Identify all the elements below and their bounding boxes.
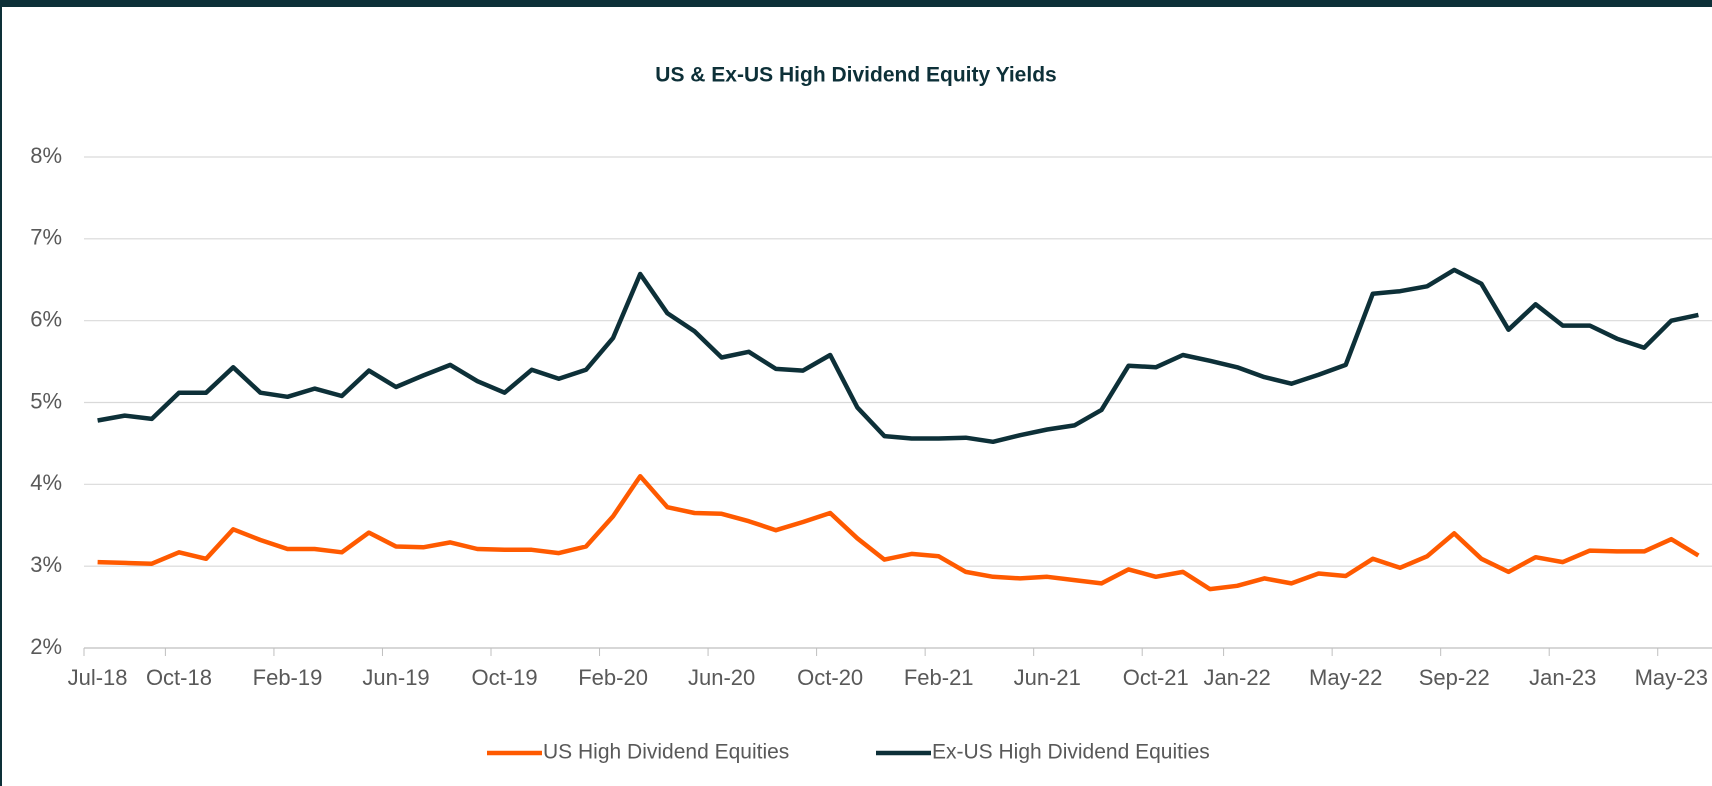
- series-line: [97, 473, 1700, 592]
- top-border: [0, 0, 1712, 7]
- x-tick-label: Jun-20: [688, 665, 755, 690]
- y-tick-label: 3%: [30, 552, 62, 577]
- x-tick-label: Sep-22: [1419, 665, 1490, 690]
- x-tick-label: Jan-23: [1529, 665, 1596, 690]
- x-tick-label: Oct-20: [797, 665, 863, 690]
- legend-label: Ex-US High Dividend Equities: [932, 741, 1210, 764]
- x-tick-label: Jul-18: [68, 665, 128, 690]
- y-tick-label: 7%: [30, 225, 62, 250]
- x-tick-label: Feb-19: [253, 665, 323, 690]
- x-tick-label: May-23: [1635, 665, 1708, 690]
- legend-label: US High Dividend Equities: [543, 741, 789, 764]
- chart-title: US & Ex-US High Dividend Equity Yields: [655, 64, 1056, 87]
- y-tick-label: 2%: [30, 634, 62, 659]
- x-tick-label: Oct-21: [1123, 665, 1189, 690]
- x-tick-label: Oct-18: [146, 665, 212, 690]
- x-tick-label: Jan-22: [1204, 665, 1271, 690]
- x-tick-label: Feb-20: [578, 665, 648, 690]
- y-tick-label: 8%: [30, 143, 62, 168]
- series-line: [97, 267, 1699, 445]
- x-tick-label: Feb-21: [904, 665, 974, 690]
- y-tick-label: 5%: [30, 388, 62, 413]
- x-tick-label: Jun-21: [1014, 665, 1081, 690]
- x-tick-label: Oct-19: [472, 665, 538, 690]
- y-tick-label: 6%: [30, 306, 62, 331]
- y-tick-label: 4%: [30, 470, 62, 495]
- x-tick-label: Jun-19: [362, 665, 429, 690]
- x-tick-label: May-22: [1309, 665, 1382, 690]
